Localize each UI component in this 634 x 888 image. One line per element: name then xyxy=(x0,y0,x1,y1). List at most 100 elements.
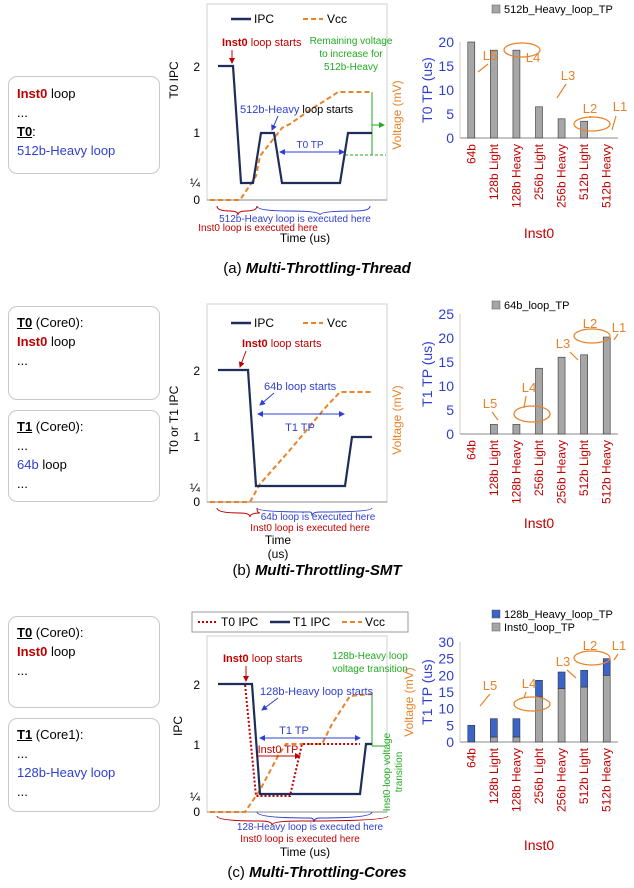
level-ellipse xyxy=(513,696,551,712)
y-tick-label: 15 xyxy=(438,58,454,74)
category-label: 512b Heavy xyxy=(600,440,614,504)
bar xyxy=(490,718,498,738)
level-arrow xyxy=(611,115,617,131)
timeline-c: 2 1 ¼ 0 IPC Voltage (mV) Time (us) T0 IP… xyxy=(171,611,416,859)
bar-chart-b: 64b_loop_TP 0 5 10 15 20 25 T1 TP (us) 64b 128b L… xyxy=(420,300,626,531)
ytick: ¼ xyxy=(190,176,201,190)
svg-text:512b-Heavy loop starts: 512b-Heavy loop starts xyxy=(240,104,354,116)
bar xyxy=(535,696,543,743)
x-axis-label: Inst0 xyxy=(524,225,555,241)
bar xyxy=(602,336,611,435)
legend-swatch xyxy=(491,609,501,619)
level-ellipse xyxy=(513,405,551,423)
svg-text:T1 IPC: T1 IPC xyxy=(293,615,331,629)
level-label: L4 xyxy=(526,50,540,65)
bar xyxy=(512,718,521,738)
level-arrow xyxy=(523,395,527,409)
bar-chart-c: 128b_Heavy_loop_TPInst0_loop_TP051015202… xyxy=(420,609,626,853)
bar xyxy=(467,41,476,139)
bar xyxy=(602,658,611,676)
bar xyxy=(535,106,543,139)
svg-text:T1 TP: T1 TP xyxy=(285,422,315,434)
svg-text:voltage transition: voltage transition xyxy=(332,664,408,675)
bar xyxy=(602,675,611,743)
t0-ipc-line xyxy=(218,683,360,797)
svg-text:¼: ¼ xyxy=(190,790,201,804)
level-label: L5 xyxy=(483,396,497,411)
svg-text:0: 0 xyxy=(193,805,200,819)
svg-text:128b-Heavy loop starts: 128b-Heavy loop starts xyxy=(260,686,374,698)
level-label: L1 xyxy=(612,320,626,335)
category-label: 64b xyxy=(464,144,478,164)
category-label: 128b Heavy xyxy=(509,440,523,504)
level-arrow xyxy=(479,693,491,707)
y-tick-label: 0 xyxy=(446,734,454,750)
y-axis-right-label: Voltage (mV) xyxy=(402,667,416,736)
legend-label: 64b_loop_TP xyxy=(504,300,569,312)
vcc-line xyxy=(210,391,372,503)
level-label: L1 xyxy=(612,638,626,653)
category-label: 256b Heavy xyxy=(555,440,569,504)
level-label: L2 xyxy=(583,101,597,116)
svg-text:2: 2 xyxy=(193,364,200,378)
svg-text:Vcc: Vcc xyxy=(365,615,385,629)
svg-text:Inst0 loop voltage: Inst0 loop voltage xyxy=(382,732,393,811)
y-tick-label: 15 xyxy=(438,684,454,700)
bar xyxy=(467,725,476,743)
ann-inst0: Inst0 xyxy=(222,37,248,49)
y-tick-label: 10 xyxy=(438,82,454,98)
svg-text:T0 IPC: T0 IPC xyxy=(221,615,259,629)
y-tick-label: 25 xyxy=(438,651,454,667)
category-label: 128b Light xyxy=(487,143,501,200)
svg-text:T1 TP: T1 TP xyxy=(279,725,309,737)
svg-text:64b loop is executed here: 64b loop is executed here xyxy=(261,512,376,523)
svg-text:512b-Heavy: 512b-Heavy xyxy=(324,62,378,73)
x-axis-label: Time (us) xyxy=(280,231,330,245)
inst0-label: Inst0 xyxy=(17,86,48,101)
below-512: 512b-Heavy loop is executed here xyxy=(219,214,371,225)
svg-text:Inst0 loop starts: Inst0 loop starts xyxy=(242,338,322,350)
ytick: 2 xyxy=(193,60,200,74)
code-box-c2: T1 (Core1): ... 128b-Heavy loop ... xyxy=(8,718,160,812)
bar xyxy=(512,49,521,139)
bar xyxy=(580,686,588,743)
level-label: L3 xyxy=(561,68,575,83)
bar xyxy=(490,49,498,139)
legend-label: 512b_Heavy_loop_TP xyxy=(504,4,613,16)
svg-text:to increase for: to increase for xyxy=(319,49,383,60)
level-arrow xyxy=(523,691,527,699)
category-label: 128b Heavy xyxy=(509,144,523,208)
bar xyxy=(557,688,566,743)
y-tick-label: 20 xyxy=(438,34,454,50)
bar xyxy=(557,356,566,435)
caption-b: (b) Multi-Throttling-SMT xyxy=(232,562,402,579)
level-label: L3 xyxy=(556,654,570,669)
legend-label: 128b_Heavy_loop_TP xyxy=(504,609,613,621)
y-axis-label: T0 TP (us) xyxy=(420,57,435,123)
svg-text:128b-Heavy loop: 128b-Heavy loop xyxy=(332,651,408,662)
level-ellipse xyxy=(573,116,611,132)
level-arrow xyxy=(569,351,579,361)
category-label: 512b Light xyxy=(577,747,591,804)
svg-text:1: 1 xyxy=(193,738,200,752)
bar xyxy=(557,118,566,139)
ann-tp: T0 TP xyxy=(296,140,323,151)
svg-text:Inst0 loop starts: Inst0 loop starts xyxy=(223,653,303,665)
t1-ipc-line xyxy=(218,682,372,796)
svg-text:Inst0 TP: Inst0 TP xyxy=(258,744,299,756)
y-tick-label: 5 xyxy=(446,106,454,122)
y-tick-label: 10 xyxy=(438,378,454,394)
category-label: 128b Heavy xyxy=(509,748,523,812)
level-ellipse xyxy=(573,650,611,666)
svg-text:Inst0 loop is executed here: Inst0 loop is executed here xyxy=(250,523,370,534)
category-label: 64b xyxy=(464,748,478,768)
category-label: 512b Heavy xyxy=(600,144,614,208)
level-arrow xyxy=(556,83,567,99)
level-arrow xyxy=(491,411,499,421)
svg-text:0: 0 xyxy=(193,495,200,509)
y-axis-right-label: Voltage (mV) xyxy=(390,385,404,454)
x-axis-label: Inst0 xyxy=(524,837,555,853)
level-ellipse xyxy=(573,328,611,344)
ipc-line xyxy=(218,368,372,488)
svg-text:IPC: IPC xyxy=(254,316,274,330)
